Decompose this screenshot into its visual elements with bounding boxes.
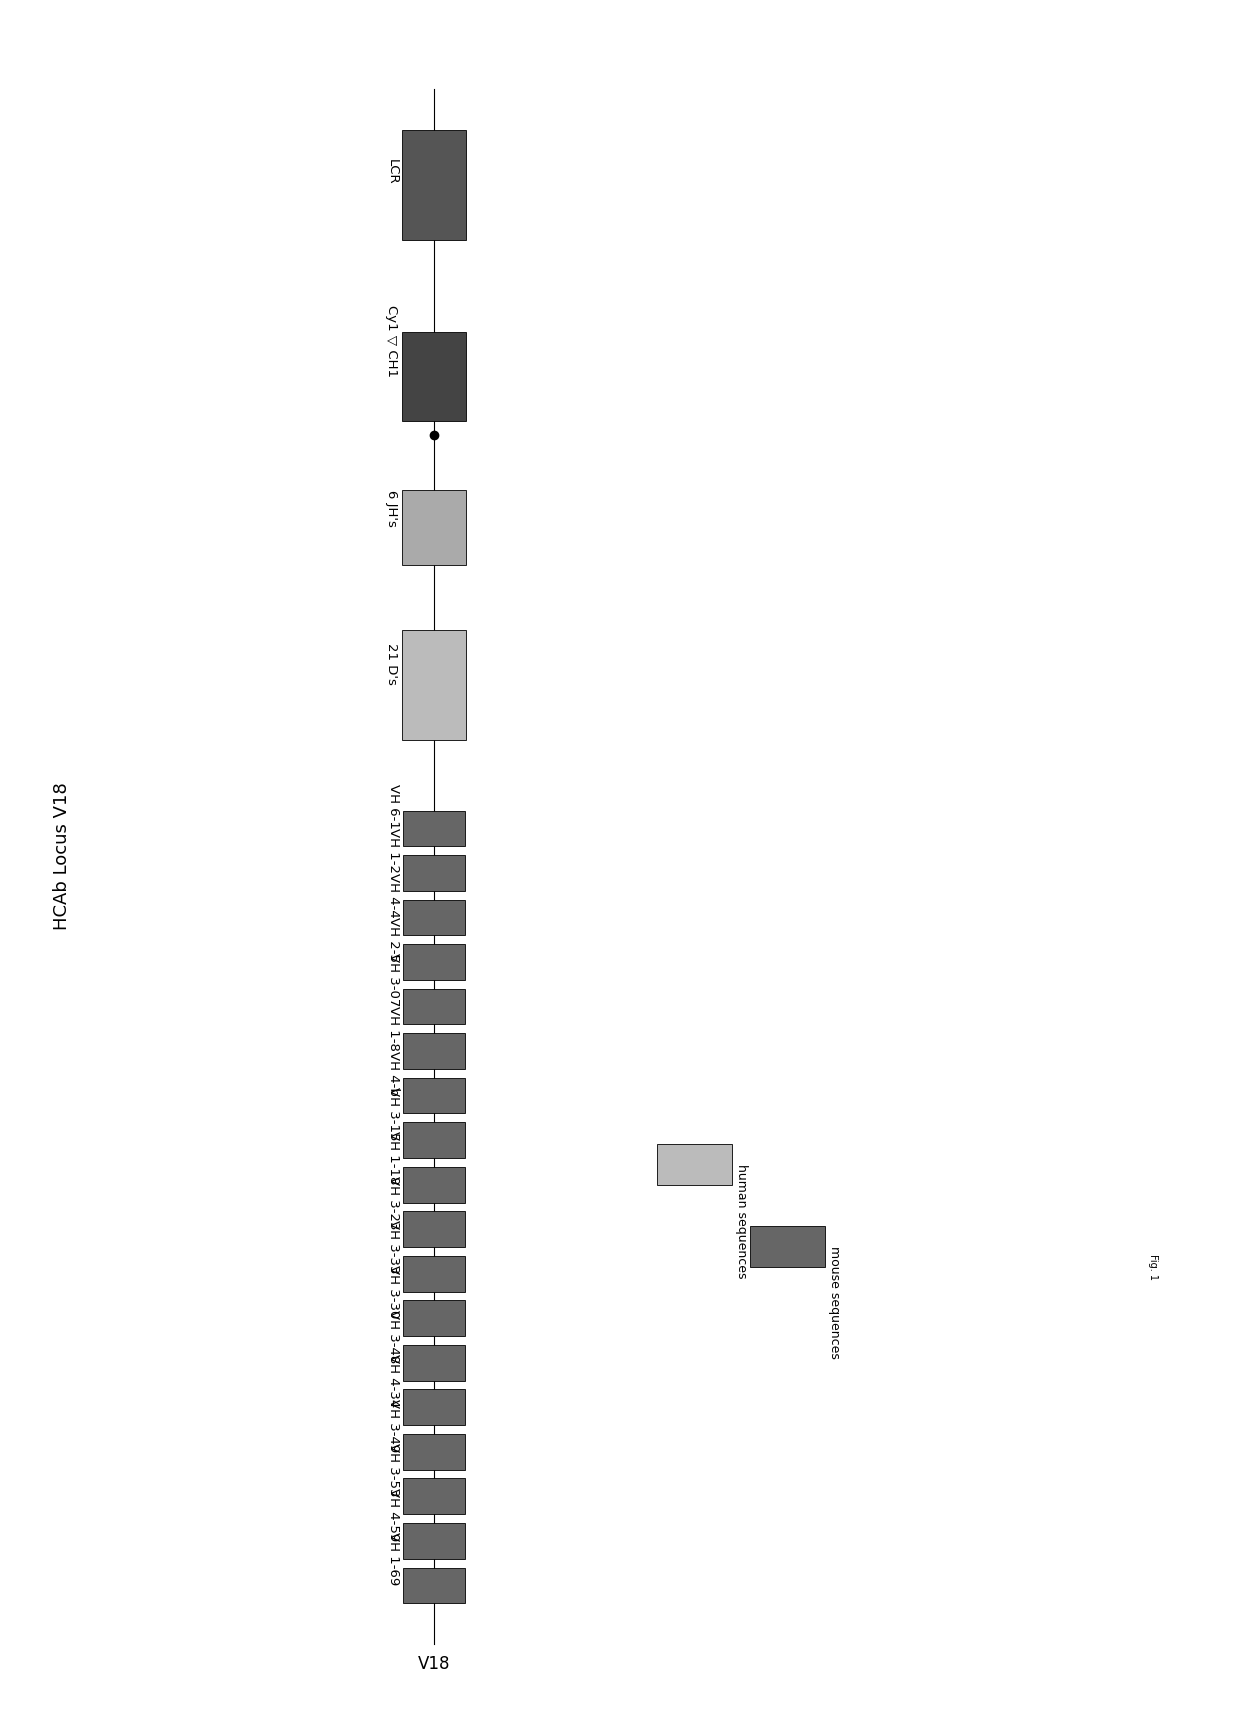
- Text: VH 3-53: VH 3-53: [387, 1443, 399, 1496]
- Text: VH 3-48: VH 3-48: [387, 1310, 399, 1363]
- Text: VH 4-34: VH 4-34: [387, 1354, 399, 1407]
- Text: VH 3-49: VH 3-49: [387, 1399, 399, 1452]
- Bar: [403, 1034, 465, 1068]
- Text: VH 3-33: VH 3-33: [387, 1221, 399, 1274]
- Bar: [403, 1568, 465, 1602]
- Bar: [750, 1226, 825, 1267]
- Bar: [403, 1257, 465, 1291]
- Text: VH 3-07: VH 3-07: [387, 954, 399, 1007]
- Text: mouse sequences: mouse sequences: [828, 1246, 841, 1359]
- Text: VH 4-4: VH 4-4: [387, 873, 399, 918]
- Bar: [403, 1524, 465, 1558]
- Text: VH 4-b: VH 4-b: [387, 1051, 399, 1096]
- Bar: [402, 130, 466, 240]
- Bar: [403, 1479, 465, 1513]
- Bar: [403, 1390, 465, 1424]
- Text: VH 3-23: VH 3-23: [387, 1176, 399, 1229]
- Bar: [403, 1079, 465, 1113]
- Bar: [403, 1212, 465, 1246]
- Text: VH 1-18: VH 1-18: [387, 1132, 399, 1185]
- Text: Fig. 1: Fig. 1: [1148, 1253, 1158, 1281]
- Bar: [403, 1346, 465, 1380]
- Text: VH 1-69: VH 1-69: [387, 1532, 399, 1585]
- Text: HCAb Locus V18: HCAb Locus V18: [53, 782, 71, 930]
- Bar: [403, 1301, 465, 1335]
- Text: 21 D's: 21 D's: [386, 644, 398, 685]
- Text: VH 1-2: VH 1-2: [387, 829, 399, 873]
- Text: VH 1-8: VH 1-8: [387, 1007, 399, 1051]
- Bar: [403, 990, 465, 1024]
- Text: V18: V18: [418, 1656, 450, 1673]
- Text: VH 3-30: VH 3-30: [387, 1265, 399, 1318]
- Bar: [403, 901, 465, 935]
- Text: VH 3-15: VH 3-15: [387, 1087, 399, 1140]
- Bar: [402, 332, 466, 421]
- Text: 6 JH's: 6 JH's: [386, 490, 398, 527]
- Bar: [403, 1435, 465, 1469]
- Bar: [402, 630, 466, 740]
- Text: Cy1 ▽ CH1: Cy1 ▽ CH1: [386, 305, 398, 377]
- Bar: [403, 1168, 465, 1202]
- Text: VH 2-5: VH 2-5: [387, 918, 399, 962]
- Text: VH 4-59: VH 4-59: [387, 1488, 399, 1541]
- Bar: [403, 1123, 465, 1157]
- Bar: [657, 1144, 732, 1185]
- Bar: [403, 945, 465, 979]
- Text: LCR: LCR: [386, 159, 398, 185]
- Bar: [403, 856, 465, 890]
- Bar: [402, 490, 466, 565]
- Text: human sequences: human sequences: [735, 1164, 748, 1279]
- Bar: [403, 811, 465, 846]
- Text: VH 6-1: VH 6-1: [387, 784, 399, 829]
